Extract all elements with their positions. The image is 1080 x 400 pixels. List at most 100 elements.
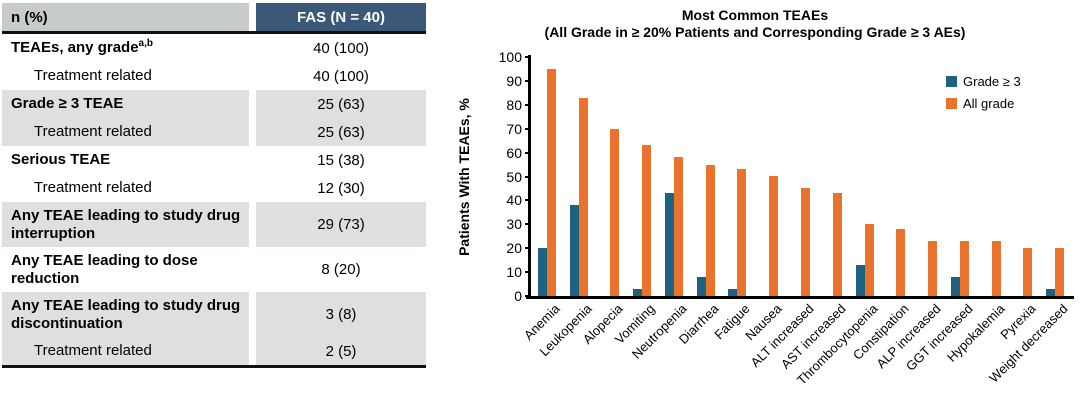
table-row: Grade ≥ 3 TEAE 25 (63) [2,90,426,118]
bar-grade-3-thrombocytopenia [855,265,865,296]
x-tick-label: Weight decreased [986,301,1071,386]
row-label: Treatment related [2,118,249,146]
bar-grade-3-fatigue [728,289,738,296]
bar-all-grade-fatigue [737,169,747,296]
x-tick-label: Alopecia [580,301,627,347]
row-value: 40 (100) [313,67,369,85]
y-tick-label: 30 [506,216,522,233]
legend-label: Grade ≥ 3 [963,74,1021,89]
row-value: 25 (63) [256,118,426,146]
x-tick-label: GGT increased [902,301,976,374]
bar-group-leukopenia [563,57,595,296]
plot-area [531,57,1071,296]
column-divider [249,62,256,90]
y-axis-label: Patients With TEAEs, % [456,98,472,256]
row-label: Any TEAE leading to study drug discontin… [2,292,249,337]
bar-all-grade-ast-increased [832,193,842,296]
legend-label: All grade [963,96,1015,111]
x-tick-label: AST increased [777,301,849,372]
bar-all-grade-nausea [769,176,779,296]
table-row: Serious TEAE 15 (38) [2,146,426,174]
y-tick-label: 20 [506,240,522,257]
bar-group-anemia [531,57,563,296]
column-divider [249,118,256,146]
y-tick-label: 50 [506,168,522,185]
bar-group-nausea [753,57,785,296]
bar-grade-3-vomiting [633,289,643,296]
column-divider [249,247,256,292]
row-label: Any TEAE leading to dose reduction [11,251,198,287]
x-tick-label: Diarrhea [675,301,722,347]
bar-all-grade-hypokalemia [991,241,1001,296]
y-tick-label: 70 [506,120,522,137]
row-label: Any TEAE leading to study drug interrupt… [2,202,249,247]
legend-swatch-icon [946,76,957,87]
x-tick-label: ALT increased [747,301,817,371]
bar-group-vomiting [626,57,658,296]
row-value: 2 (5) [256,337,426,365]
bar-group-alt-increased [785,57,817,296]
row-value: 29 (73) [256,202,426,247]
y-axis-line [528,55,531,299]
row-label: Treatment related [34,67,152,85]
bar-all-grade-neutropenia [673,157,683,296]
table-row: Treatment related 12 (30) [2,174,426,202]
bar-all-grade-anemia [546,69,556,296]
bar-all-grade-alp-increased [928,241,938,296]
bar-grade-3-neutropenia [664,193,674,296]
y-tick-label: 80 [506,96,522,113]
y-tick-label: 0 [514,288,522,304]
teae-bar-chart: Most Common TEAEs (All Grade in ≥ 20% Pa… [430,0,1080,400]
x-tick-label: Pyrexia [997,301,1039,343]
bar-group-constipation [880,57,912,296]
x-tick-label: Constipation [850,301,912,363]
bar-group-diarrhea [690,57,722,296]
table-row: Any TEAE leading to study drug interrupt… [2,202,426,247]
bar-grade-3-leukopenia [569,205,579,296]
column-divider [249,292,256,337]
bar-all-grade-alt-increased [801,188,810,296]
x-tick-label: Neutropenia [628,301,690,362]
row-value: 25 (63) [256,90,426,118]
x-tick-label: Anemia [520,301,563,343]
table-body: TEAEs, any gradea,b 40 (100) Treatment rel… [2,31,426,368]
y-tick-label: 10 [506,264,522,281]
bar-all-grade-thrombocytopenia [864,224,874,296]
row-value: 12 (30) [317,179,365,197]
x-tick-label: Vomiting [611,301,658,347]
table-row: Treatment related 2 (5) [2,337,426,365]
y-tick-label: 40 [506,192,522,209]
bar-all-grade-ggt-increased [959,241,969,296]
table-row: TEAEs, any gradea,b 40 (100) [2,34,426,62]
x-tick-label: Nausea [742,301,785,344]
x-tick-label: Hypokalemia [943,301,1008,365]
row-value: 3 (8) [256,292,426,337]
column-divider [249,34,256,62]
column-divider [249,337,256,365]
x-tick-label: ALP increased [873,301,944,372]
chart-title: Most Common TEAEs [681,7,829,23]
row-label: Treatment related [2,337,249,365]
row-value: 15 (38) [317,151,365,169]
bar-group-thrombocytopenia [849,57,881,296]
row-label: Serious TEAE [11,151,111,169]
column-divider [249,174,256,202]
bar-grade-3-ggt-increased [950,277,960,296]
x-axis-line [526,296,1074,299]
table-header-metric: n (%) [2,3,249,31]
bar-all-grade-pyrexia [1023,248,1033,296]
y-tick-label: 90 [506,72,522,89]
bar-group-ggt-increased [944,57,976,296]
row-label: TEAEs, any gradea,b [11,38,153,57]
bar-all-grade-constipation [896,229,906,296]
row-value: 8 (20) [321,261,361,278]
row-label: Grade ≥ 3 TEAE [2,90,249,118]
footnote-marker: a,b [138,38,153,50]
teae-summary-table: n (%) FAS (N = 40) TEAEs, any gradea,b 40… [2,3,426,368]
bar-all-grade-diarrhea [705,165,715,296]
bar-group-ast-increased [817,57,849,296]
bar-group-hypokalemia [976,57,1008,296]
column-divider [249,3,256,31]
column-divider [249,146,256,174]
